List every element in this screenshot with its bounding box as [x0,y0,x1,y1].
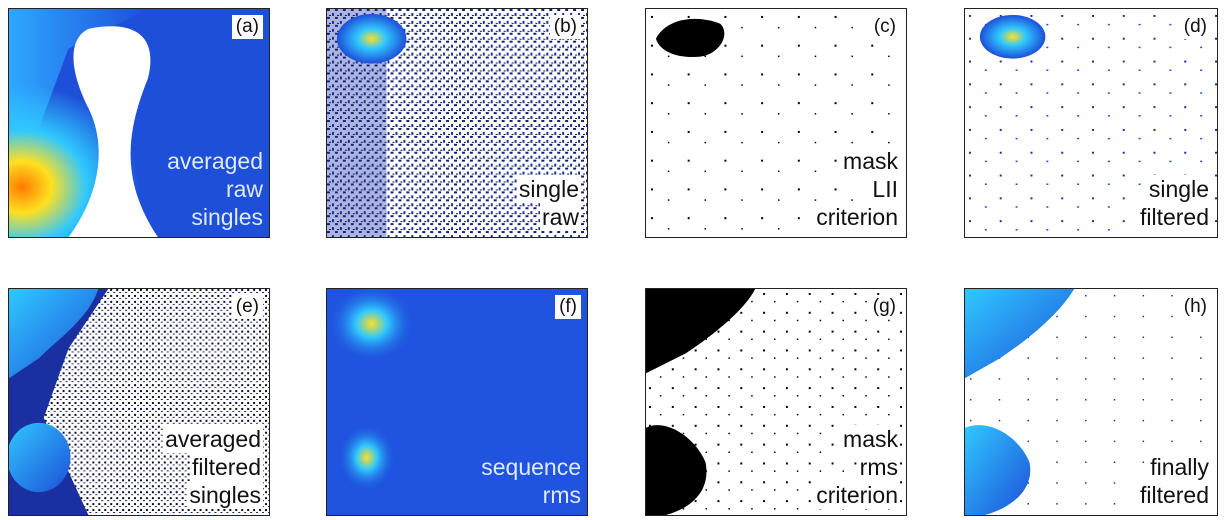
panel-e-caption: averaged filtered singles [163,425,263,509]
caption-line: mask [841,147,900,175]
panel-f-image [327,289,587,515]
caption-line: singles [187,481,263,509]
panel-h-tag: (h) [1179,295,1211,319]
panel-d-caption: single filtered [1137,175,1211,231]
panel-c-image [646,9,906,237]
panel-h-caption: finally filtered [1137,453,1211,509]
panel-g-caption: mask rms criterion [814,425,900,509]
panel-c-tag: (c) [869,15,900,39]
panel-g-tag: (g) [868,295,900,319]
caption-line: single [516,175,581,203]
panel-f-tag: (f) [555,295,581,319]
caption-line: filtered [189,453,263,481]
caption-line: mask [841,425,900,453]
caption-line: filtered [1137,203,1211,231]
caption-line: raw [539,203,581,231]
panel-b-tag: (b) [549,15,581,39]
caption-line: finally [1148,453,1211,481]
caption-line: rms [857,453,900,481]
caption-line: filtered [1137,481,1211,509]
panel-b-caption: single raw [516,175,581,231]
caption-line: criterion [814,481,900,509]
panel-d: (d) single filtered [964,8,1218,238]
caption-line: rms [542,482,581,508]
caption-line: single [1146,175,1211,203]
caption-line: averaged [167,148,263,174]
panel-f: (f) sequence rms [326,288,588,516]
panel-c-caption: mask LII criterion [814,147,900,231]
panel-b-image [327,9,587,237]
caption-line: raw [225,176,263,202]
panel-a: (a) averaged raw singles [8,8,270,238]
panel-b: (b) single raw [326,8,588,238]
caption-line: singles [191,204,263,230]
panel-a-image [9,9,269,237]
panel-d-tag: (d) [1179,15,1211,39]
panel-c: (c) mask LII criterion [645,8,907,238]
caption-line: averaged [163,425,263,453]
panel-e: (e) averaged filtered singles [8,288,270,516]
caption-line: sequence [481,454,581,480]
panel-a-caption: averaged raw singles [167,147,263,231]
caption-line: criterion [814,203,900,231]
caption-line: LII [870,175,900,203]
panel-h: (h) finally filtered [964,288,1218,516]
panel-e-tag: (e) [231,295,263,319]
panel-f-caption: sequence rms [481,453,581,509]
panel-g: (g) mask rms criterion [645,288,907,516]
panel-a-tag: (a) [231,15,263,39]
